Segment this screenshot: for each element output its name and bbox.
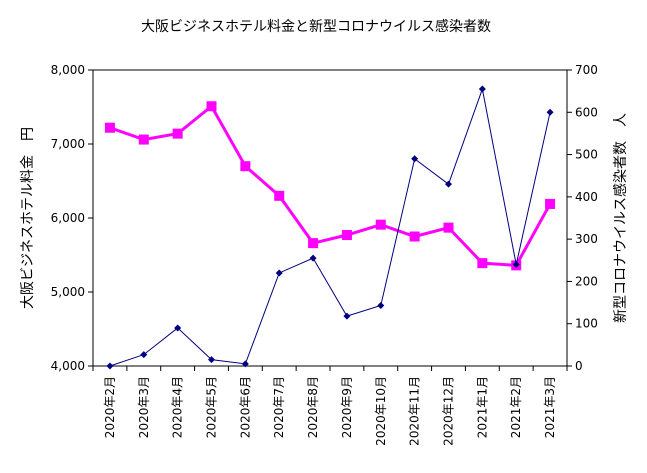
plot-area	[92, 69, 568, 367]
right-tick-label: 100	[575, 317, 598, 331]
left-tick-label: 5,000	[51, 285, 85, 299]
left-tick-label: 6,000	[51, 211, 85, 225]
x-tick-label: 2020年9月	[340, 376, 354, 438]
data-point-diamond	[106, 362, 114, 370]
series-layer	[104, 85, 556, 370]
series-line	[109, 87, 551, 367]
right-tick-label: 500	[575, 148, 598, 162]
right-tick-label: 0	[575, 359, 583, 373]
data-point-square	[240, 161, 251, 172]
data-point-square	[341, 230, 352, 241]
data-point-diamond	[411, 155, 419, 163]
series-line	[109, 103, 552, 267]
data-point-diamond	[275, 269, 283, 277]
data-point-diamond	[546, 108, 554, 116]
x-tick-label: 2020年6月	[238, 376, 252, 438]
x-tick-label: 2021年2月	[509, 376, 523, 438]
data-point-square	[206, 101, 217, 112]
data-point-diamond	[445, 180, 452, 188]
data-point-square	[172, 128, 183, 139]
data-point-square	[477, 258, 488, 269]
data-point-diamond	[478, 85, 486, 93]
data-point-diamond	[512, 261, 520, 269]
plot-frame	[92, 69, 568, 367]
right-axis-title: 新型コロナウイルス感染者数 人	[612, 113, 629, 323]
series-right	[106, 85, 554, 370]
data-point-square	[138, 134, 149, 145]
data-point-diamond	[377, 302, 385, 310]
data-point-diamond	[309, 254, 317, 262]
x-tick-label: 2020年7月	[272, 376, 286, 438]
left-tick-label: 8,000	[51, 63, 85, 77]
right-tick-label: 600	[575, 105, 598, 119]
data-point-square	[545, 198, 556, 209]
x-tick-label: 2020年8月	[306, 376, 320, 438]
data-point-diamond	[140, 351, 148, 359]
data-point-diamond	[208, 356, 215, 364]
left-tick-label: 7,000	[51, 137, 85, 151]
data-point-diamond	[343, 312, 351, 320]
left-tick-label: 4,000	[51, 359, 85, 373]
x-tick-label: 2020年2月	[103, 376, 117, 438]
x-tick-label: 2020年5月	[205, 376, 219, 438]
data-point-square	[274, 190, 285, 201]
x-tick-label: 2021年3月	[543, 376, 557, 438]
left-axis: 4,000 5,000 6,000 7,000 8,000	[51, 63, 93, 373]
right-tick-label: 400	[575, 190, 598, 204]
x-tick-label: 2020年12月	[442, 376, 456, 446]
data-point-diamond	[241, 360, 249, 368]
x-tick-label: 2020年3月	[137, 376, 151, 438]
x-tick-label: 2020年4月	[171, 376, 185, 438]
data-point-square	[443, 222, 454, 233]
right-axis: 0 100 200 300 400 500 600 700	[567, 63, 598, 373]
right-tick-label: 300	[575, 232, 598, 246]
right-tick-label: 700	[575, 63, 598, 77]
x-axis: 2020年2月 2020年3月 2020年4月 2020年5月 2020年6月 2020年…	[92, 366, 568, 446]
x-tick-label: 2020年11月	[408, 376, 422, 446]
data-point-square	[409, 231, 420, 242]
chart-title: 大阪ビジネスホテル料金と新型コロナウイルス感染者数	[141, 18, 491, 35]
data-point-diamond	[174, 324, 182, 332]
left-axis-title: 大阪ビジネスホテル料金 円	[20, 127, 36, 309]
x-tick-label: 2020年10月	[374, 376, 388, 446]
data-point-square	[104, 122, 115, 133]
series-left	[104, 101, 556, 271]
data-point-square	[375, 219, 386, 230]
right-tick-label: 200	[575, 274, 598, 288]
data-point-square	[308, 238, 319, 249]
x-tick-label: 2021年1月	[475, 376, 489, 438]
